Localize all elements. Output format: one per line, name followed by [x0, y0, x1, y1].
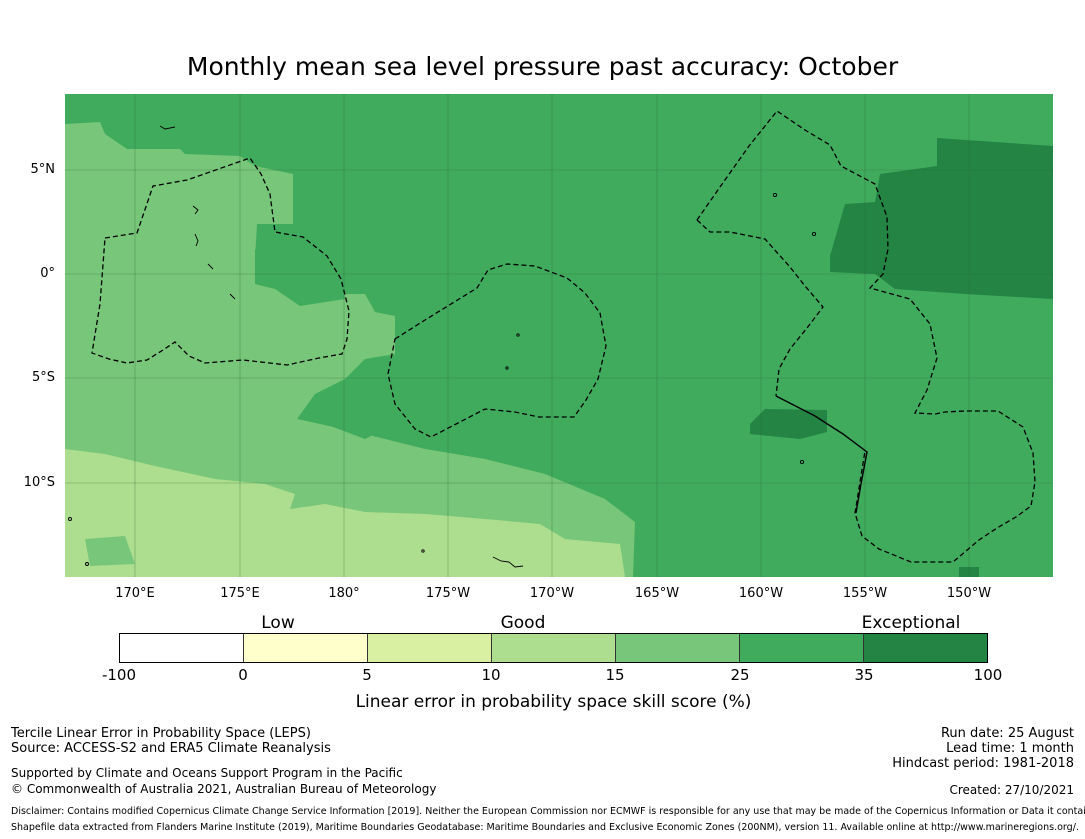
skill-region-10-15 — [65, 449, 625, 577]
colorbar-tick: 35 — [854, 666, 874, 684]
island — [229, 293, 236, 300]
island — [192, 205, 199, 215]
skill-region-15-25-patch — [85, 536, 135, 566]
lon-label-150w: 150°W — [946, 586, 992, 601]
eez-boundaries — [91, 110, 1036, 563]
lon-label-170w: 170°W — [529, 586, 575, 601]
lon-label-165w: 165°W — [634, 586, 680, 601]
colorbar-label: Linear error in probability space skill … — [355, 692, 752, 712]
eez-phoenix-line-islands — [696, 110, 1036, 563]
map-title: Monthly mean sea level pressure past acc… — [186, 52, 899, 81]
colorbar — [119, 633, 988, 663]
colorbar-segment — [244, 634, 368, 662]
footer-disclaimer: Disclaimer: Contains modified Copernicus… — [11, 806, 1085, 817]
colorbar-category-good: Good — [500, 613, 546, 633]
skill-region-25-35-west — [255, 244, 345, 306]
colorbar-tick: 100 — [973, 666, 1003, 684]
colorbar-tick: 0 — [238, 666, 248, 684]
colorbar-tick: 25 — [730, 666, 750, 684]
islands — [68, 125, 817, 568]
lat-label-0: 0° — [40, 266, 55, 281]
colorbar-segment — [120, 634, 244, 662]
footer-method: Tercile Linear Error in Probability Spac… — [11, 726, 311, 741]
footer-support: Supported by Climate and Oceans Support … — [11, 766, 403, 780]
colorbar-tick: -100 — [101, 666, 137, 684]
colorbar-segment — [864, 634, 987, 662]
skill-region-15-25 — [65, 122, 635, 577]
lon-label-155w: 155°W — [842, 586, 888, 601]
island — [159, 125, 176, 130]
lon-label-175w: 175°W — [425, 586, 471, 601]
island — [772, 192, 778, 198]
colorbar-segment — [368, 634, 492, 662]
colorbar-segment — [616, 634, 740, 662]
island — [85, 562, 89, 566]
skill-region-35-100-south — [750, 409, 827, 439]
footer-source: Source: ACCESS-S2 and ERA5 Climate Reana… — [11, 741, 331, 756]
lat-label-10s: 10°S — [23, 475, 55, 490]
island — [68, 517, 72, 521]
lon-label-160w: 160°W — [738, 586, 784, 601]
lon-label-180: 180° — [328, 586, 360, 601]
lat-label-5s: 5°S — [31, 370, 55, 385]
colorbar-segment — [492, 634, 616, 662]
lat-label-5n: 5°N — [30, 162, 56, 177]
eez-tuvalu-tokelau — [387, 263, 607, 438]
footer-shapefile-credit: Shapefile data extracted from Flanders M… — [11, 822, 1079, 833]
colorbar-tick: 15 — [605, 666, 625, 684]
colorbar-segment — [740, 634, 864, 662]
island — [811, 231, 817, 237]
colorbar-tick: 5 — [362, 666, 372, 684]
footer-copyright: © Commonwealth of Australia 2021, Austra… — [11, 782, 437, 796]
colorbar-category-low: Low — [261, 613, 295, 633]
graticule — [65, 94, 1053, 577]
lon-label-175e: 175°E — [220, 586, 260, 601]
colorbar-tick: 10 — [481, 666, 501, 684]
island — [799, 459, 805, 465]
footer-created: Created: 27/10/2021 — [949, 783, 1074, 797]
skill-region-25-35-southwest — [315, 379, 415, 439]
island — [516, 333, 520, 337]
footer-run-date: Run date: 25 August — [940, 726, 1074, 741]
island — [505, 366, 509, 370]
eez-solid-boundary — [775, 395, 868, 514]
footer-lead-time: Lead time: 1 month — [946, 741, 1074, 756]
island — [421, 549, 425, 553]
colorbar-category-exceptional: Exceptional — [861, 613, 961, 633]
footer-hindcast-period: Hindcast period: 1981-2018 — [892, 756, 1074, 771]
island — [207, 263, 214, 270]
skill-score-map — [65, 94, 1053, 577]
lon-label-170e: 170°E — [115, 586, 155, 601]
island — [194, 233, 199, 247]
eez-kiribati-gilbert — [91, 157, 350, 366]
island — [492, 556, 524, 568]
